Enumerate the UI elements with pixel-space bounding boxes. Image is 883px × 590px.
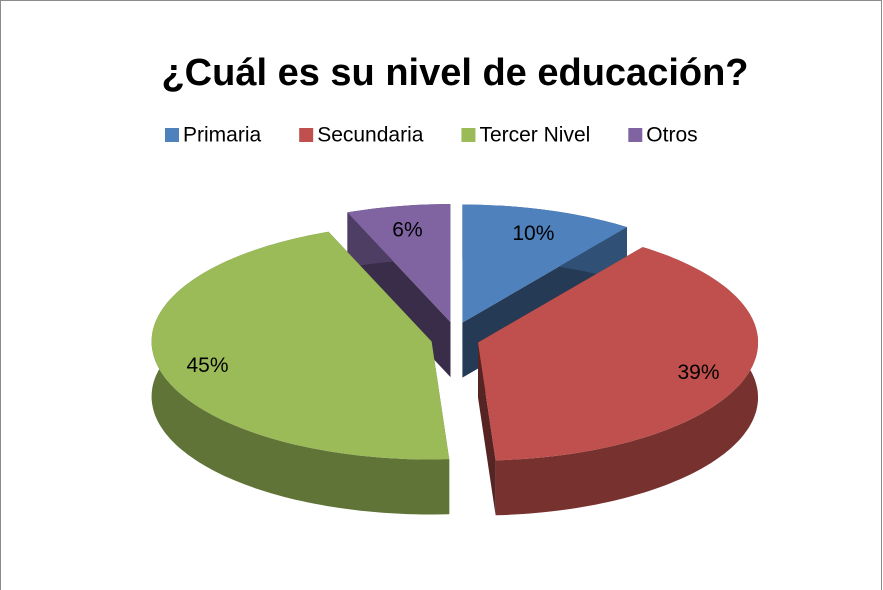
slice — [462, 204, 627, 323]
data-label: 39% — [678, 361, 720, 384]
legend-label: Secundaria — [317, 124, 424, 147]
legend-label: Tercer Nivel — [479, 124, 590, 147]
legend-swatch — [461, 128, 476, 142]
legend-label: Primaria — [183, 124, 261, 147]
legend-label: Otros — [646, 124, 697, 147]
data-label: 10% — [512, 222, 554, 245]
chart-title: ¿Cuál es su nivel de educación? — [161, 52, 748, 94]
data-label: 6% — [392, 219, 422, 242]
slice — [478, 247, 758, 461]
slice-wall — [478, 342, 496, 516]
slice — [347, 204, 451, 323]
legend-swatch — [165, 128, 179, 142]
slice-tops — [151, 204, 758, 461]
data-label: 45% — [186, 354, 228, 377]
legend-swatch — [299, 128, 314, 142]
legend-swatch — [628, 128, 643, 142]
slice — [151, 231, 450, 460]
